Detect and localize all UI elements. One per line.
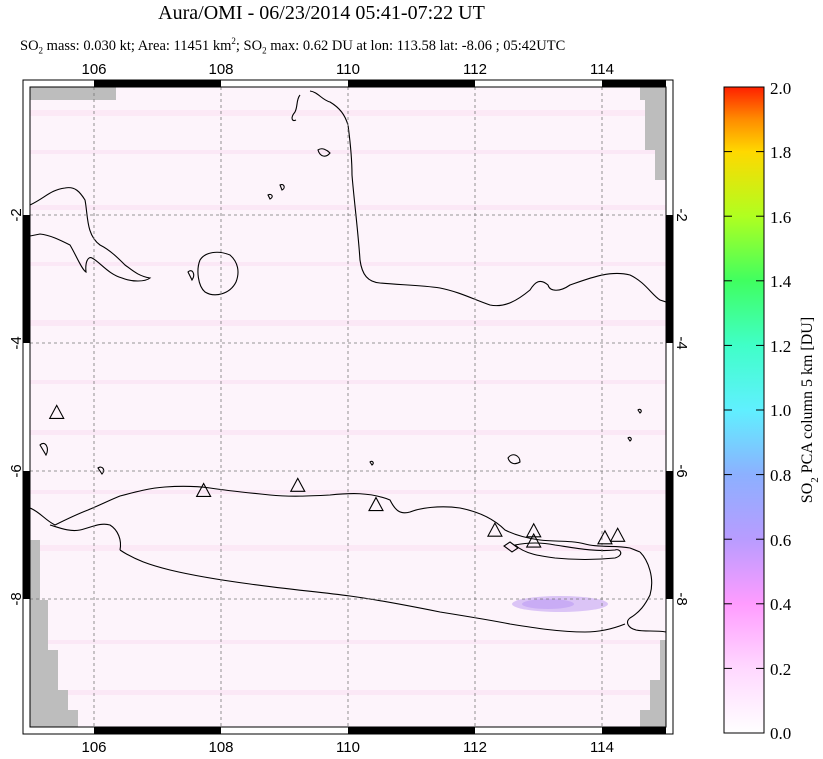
lon-tick-label-bottom: 112	[463, 739, 487, 756]
colorbar-tick-label: 0.6	[770, 531, 791, 550]
volcano-marker	[486, 521, 503, 537]
lon-tick-label-top: 110	[336, 61, 360, 78]
lat-tick-label-right: -2	[673, 208, 690, 221]
lon-tick-label-bottom: 106	[81, 739, 106, 756]
colorbar-tick-label: 0.0	[770, 724, 791, 743]
lat-tick-label-left: -8	[8, 592, 25, 605]
lon-tick-label-top: 106	[81, 61, 106, 78]
volcano-marker	[368, 496, 384, 512]
colorbar-tick-label: 2.0	[770, 79, 791, 98]
lon-tick-label-bottom: 110	[336, 739, 360, 756]
volcano-marker	[609, 527, 626, 542]
nodata-region	[30, 87, 116, 100]
colorbar-tick-label: 1.2	[770, 337, 791, 356]
lon-tick-label-top: 112	[463, 61, 487, 78]
lat-tick-label-left: -4	[8, 336, 25, 349]
volcano-marker	[525, 532, 542, 548]
volcano-marker	[289, 477, 306, 492]
colorbar-tick-label: 1.8	[770, 143, 791, 162]
volcano-marker	[525, 522, 542, 538]
colorbar-tick-label: 0.8	[770, 466, 791, 485]
lon-tick-label-top: 108	[208, 61, 233, 78]
lon-tick-label-top: 114	[590, 61, 614, 78]
lat-tick-label-right: -6	[673, 464, 690, 477]
graticule	[30, 87, 666, 727]
colorbar-title: SO2 PCA column 5 km [DU]	[799, 317, 821, 503]
colorbar-tick-label: 0.4	[770, 595, 792, 614]
volcano-marker	[48, 404, 65, 419]
colorbar-tick-label: 1.4	[770, 272, 792, 291]
colorbar: 0.0 0.2 0.4 0.6 0.8 1.0 1.2 1.4 1.6 1.8 …	[723, 79, 821, 743]
volcano-markers	[48, 404, 626, 548]
lat-tick-label-left: -6	[8, 464, 25, 477]
colorbar-tick-label: 1.6	[770, 208, 791, 227]
lon-tick-label-bottom: 114	[590, 739, 614, 756]
map-subtitle: SO2 mass: 0.030 kt; Area: 11451 km2; SO2…	[20, 36, 566, 56]
lat-tick-label-left: -2	[8, 208, 25, 221]
colorbar-tick-label: 1.0	[770, 401, 791, 420]
volcano-marker	[195, 482, 212, 498]
map-title: Aura/OMI - 06/23/2014 05:41-07:22 UT	[158, 2, 485, 24]
lon-tick-label-bottom: 108	[208, 739, 233, 756]
lat-tick-label-right: -4	[673, 336, 690, 349]
map-frame	[22, 79, 674, 735]
lat-tick-label-right: -8	[673, 592, 690, 605]
volcano-marker	[597, 529, 613, 545]
colorbar-tick-label: 0.2	[770, 660, 791, 679]
